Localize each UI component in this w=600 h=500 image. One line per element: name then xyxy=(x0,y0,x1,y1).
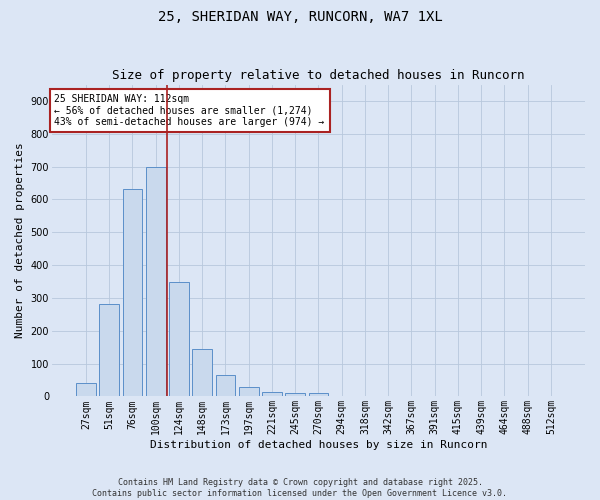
Title: Size of property relative to detached houses in Runcorn: Size of property relative to detached ho… xyxy=(112,69,524,82)
Bar xyxy=(308,393,328,396)
Text: Contains HM Land Registry data © Crown copyright and database right 2025.
Contai: Contains HM Land Registry data © Crown c… xyxy=(92,478,508,498)
Bar xyxy=(193,350,212,397)
Text: 25 SHERIDAN WAY: 112sqm
← 56% of detached houses are smaller (1,274)
43% of semi: 25 SHERIDAN WAY: 112sqm ← 56% of detache… xyxy=(55,94,325,127)
X-axis label: Distribution of detached houses by size in Runcorn: Distribution of detached houses by size … xyxy=(149,440,487,450)
Bar xyxy=(100,304,119,396)
Bar xyxy=(122,189,142,396)
Bar xyxy=(146,166,166,396)
Y-axis label: Number of detached properties: Number of detached properties xyxy=(15,142,25,338)
Bar xyxy=(169,282,189,397)
Bar xyxy=(239,387,259,396)
Bar xyxy=(215,375,235,396)
Bar xyxy=(285,393,305,396)
Text: 25, SHERIDAN WAY, RUNCORN, WA7 1XL: 25, SHERIDAN WAY, RUNCORN, WA7 1XL xyxy=(158,10,442,24)
Bar xyxy=(76,384,96,396)
Bar xyxy=(262,392,282,396)
